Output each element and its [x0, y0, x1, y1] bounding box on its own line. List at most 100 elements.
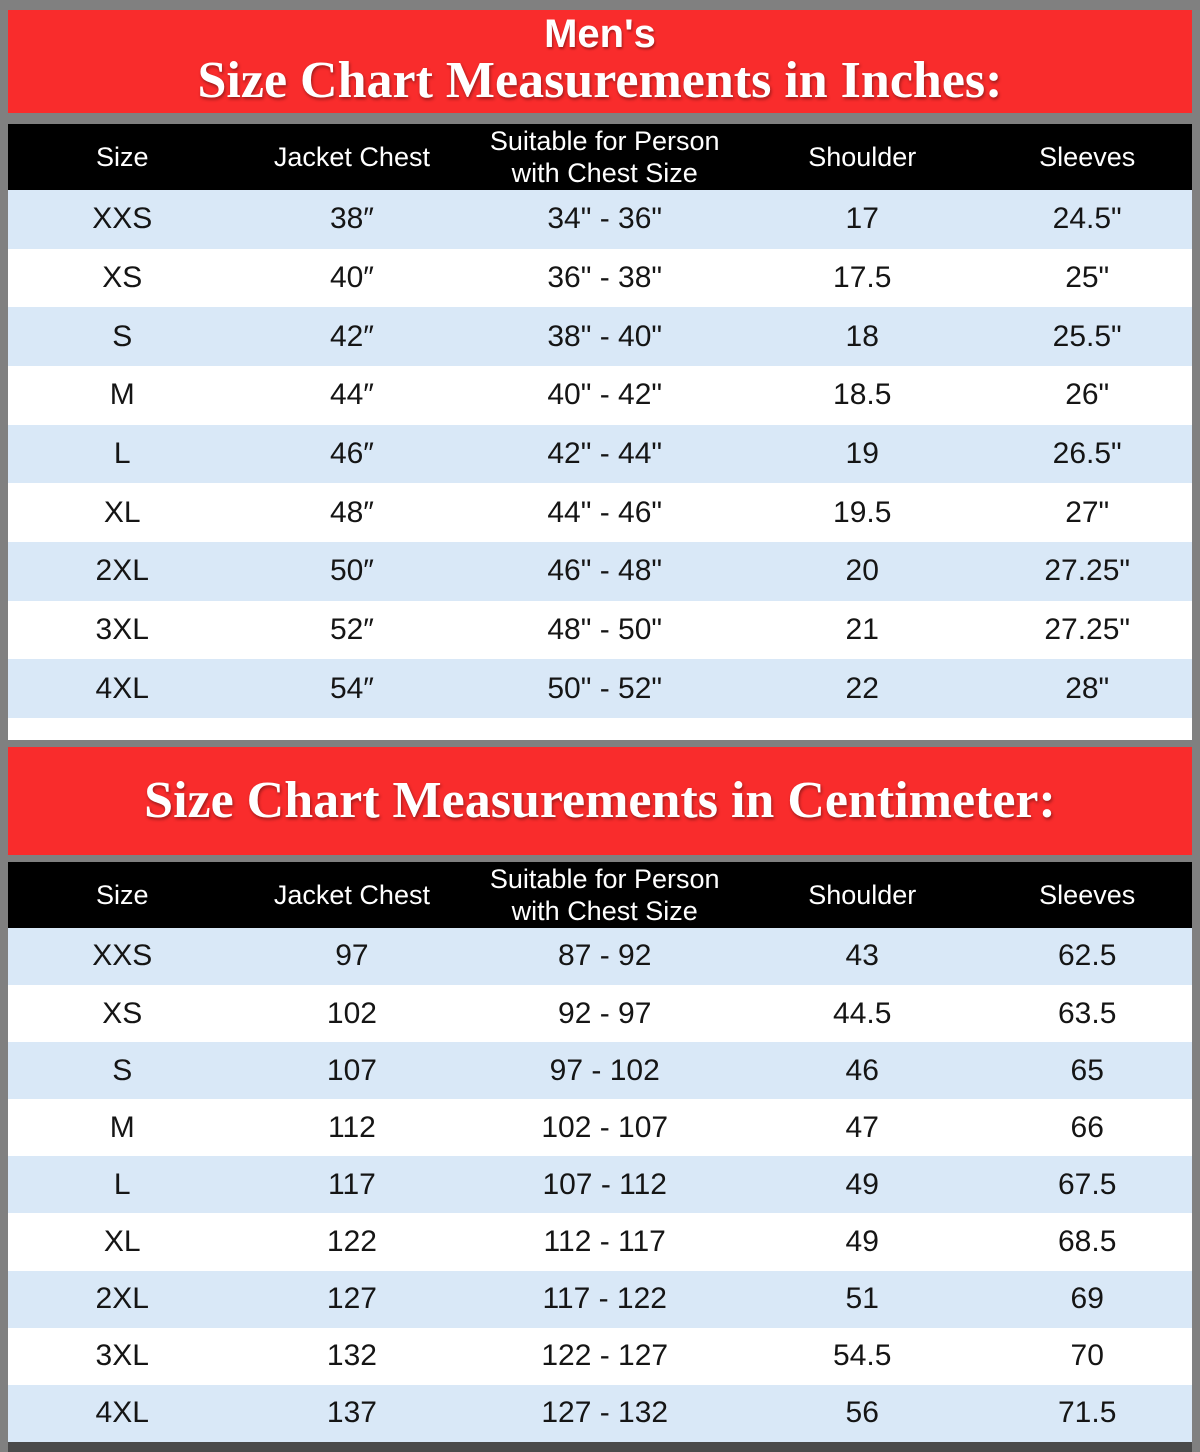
table-cell: 46: [845, 1053, 879, 1087]
col-header-size: Size: [95, 141, 149, 172]
table-header-row: Size Jacket Chest Suitable for Person wi…: [8, 861, 1192, 928]
table-filler-strip: [8, 717, 1192, 740]
table-cell: 46″: [329, 436, 374, 470]
table-cell: 68.5: [1058, 1225, 1117, 1258]
table-cell: 102: [326, 996, 377, 1030]
table-cell: 49: [845, 1225, 879, 1258]
table-cell: 34" - 36": [547, 202, 663, 236]
table-cell: 38" - 40": [547, 319, 663, 353]
table-cell: 3XL: [95, 612, 149, 646]
table-cell: 19.5: [833, 495, 892, 529]
table-cell: S: [112, 319, 133, 353]
table-cell: 50" - 52": [547, 671, 663, 705]
table-cell: 4XL: [95, 1396, 149, 1430]
table-cell: 127: [326, 1282, 377, 1316]
bottom-bar: [8, 1441, 1192, 1452]
table-cell: 132: [326, 1339, 377, 1373]
table-cell: S: [112, 1053, 133, 1087]
table-cell: 87 - 92: [558, 939, 652, 973]
table-cell: 92 - 97: [558, 996, 652, 1030]
table-cell: 40″: [329, 260, 374, 294]
table-cell: 44″: [329, 378, 374, 412]
table-cell: 22: [845, 671, 879, 705]
table-header-row: Size Jacket Chest Suitable for Person wi…: [8, 124, 1192, 190]
table-row: XS 102 92 - 97 44.5 63.5: [8, 985, 1192, 1043]
col-header-sleeves: Sleeves: [1039, 141, 1136, 172]
table-row: XL 48″ 44" - 46" 19.5 27": [8, 483, 1192, 542]
table-cell: 3XL: [95, 1339, 149, 1373]
col-header-jacket-chest: Jacket Chest: [273, 879, 430, 910]
table-cell: 2XL: [95, 554, 149, 588]
table-row: L 46″ 42" - 44" 19 26.5": [8, 424, 1192, 484]
table-cell: 117 - 122: [542, 1282, 667, 1316]
banner-pre-title-mens: Men's: [544, 12, 656, 57]
table-cell: 71.5: [1058, 1396, 1117, 1430]
table-cell: 122: [326, 1225, 377, 1258]
table-cell: 112: [328, 1110, 376, 1144]
table-cell: L: [113, 436, 131, 470]
table-row: 4XL 137 127 - 132 56 71.5: [8, 1384, 1192, 1442]
table-cell: 65: [1070, 1053, 1104, 1087]
table-cell: 97: [335, 939, 369, 973]
table-row: XS 40″ 36" - 38" 17.5 25": [8, 248, 1192, 308]
table-cell: 54″: [329, 671, 374, 705]
table-cell: 19: [845, 436, 879, 470]
table-cell: 20: [845, 554, 879, 588]
banner-centimeter: Size Chart Measurements in Centimeter:: [8, 746, 1192, 855]
table-row: XL 122 112 - 117 49 68.5: [8, 1213, 1192, 1271]
col-header-suitable-chest-size: Suitable for Person with Chest Size: [489, 863, 720, 926]
table-row: 4XL 54″ 50" - 52" 22 28": [8, 659, 1192, 718]
table-cell: 137: [326, 1396, 377, 1430]
table-cell: 38″: [329, 202, 374, 236]
table-cell: 42" - 44": [547, 436, 663, 470]
col-header-sleeves: Sleeves: [1039, 879, 1136, 910]
table-row: L 117 107 - 112 49 67.5: [8, 1156, 1192, 1214]
table-cell: 44.5: [833, 996, 892, 1030]
table-cell: 54.5: [833, 1339, 892, 1373]
table-cell: 56: [845, 1396, 879, 1430]
size-table-inches: Size Jacket Chest Suitable for Person wi…: [8, 124, 1192, 718]
table-cell: 4XL: [95, 671, 149, 705]
table-cell: XXS: [92, 939, 153, 973]
table-cell: 122 - 127: [541, 1339, 669, 1373]
table-row: 2XL 127 117 - 122 51 69: [8, 1270, 1192, 1328]
table-cell: 27": [1065, 495, 1110, 529]
table-cell: 102 - 107: [541, 1110, 669, 1144]
table-row: S 42″ 38" - 40" 18 25.5": [8, 307, 1192, 366]
table-cell: M: [109, 378, 135, 412]
table-cell: 117: [328, 1167, 376, 1201]
table-cell: M: [109, 1110, 135, 1144]
table-cell: 107: [326, 1053, 377, 1087]
col-header-jacket-chest: Jacket Chest: [273, 141, 430, 172]
col-header-shoulder: Shoulder: [808, 879, 917, 910]
table-cell: 107 - 112: [542, 1167, 667, 1201]
table-cell: 127 - 132: [541, 1396, 669, 1430]
table-cell: 26.5": [1052, 436, 1122, 470]
table-cell: 51: [845, 1282, 879, 1316]
table-cell: 66: [1070, 1110, 1104, 1144]
table-cell: 47: [845, 1110, 879, 1144]
table-cell: 25.5": [1052, 319, 1122, 353]
table-row: 2XL 50″ 46" - 48" 20 27.25": [8, 541, 1192, 601]
table-cell: 70: [1070, 1339, 1104, 1373]
table-cell: XL: [103, 1225, 141, 1258]
table-cell: 17: [845, 202, 879, 236]
table-cell: 112 - 117: [543, 1225, 666, 1258]
col-header-shoulder: Shoulder: [808, 141, 917, 172]
table-cell: 49: [845, 1167, 879, 1201]
table-row: M 44″ 40" - 42" 18.5 26": [8, 365, 1192, 425]
col-header-size: Size: [95, 879, 149, 910]
table-cell: 27.25": [1044, 554, 1131, 588]
table-cell: 52″: [329, 612, 374, 646]
table-row: 3XL 52″ 48" - 50" 21 27.25": [8, 600, 1192, 660]
table-cell: 36" - 38": [547, 260, 663, 294]
table-cell: XL: [103, 495, 141, 529]
table-row: XXS 97 87 - 92 43 62.5: [8, 927, 1192, 986]
table-cell: 48" - 50": [547, 612, 663, 646]
table-row: XXS 38″ 34" - 36" 17 24.5": [8, 190, 1192, 249]
table-cell: 63.5: [1058, 996, 1117, 1030]
table-cell: 44" - 46": [547, 495, 663, 529]
table-cell: 25": [1065, 260, 1110, 294]
table-cell: 97 - 102: [549, 1053, 660, 1087]
